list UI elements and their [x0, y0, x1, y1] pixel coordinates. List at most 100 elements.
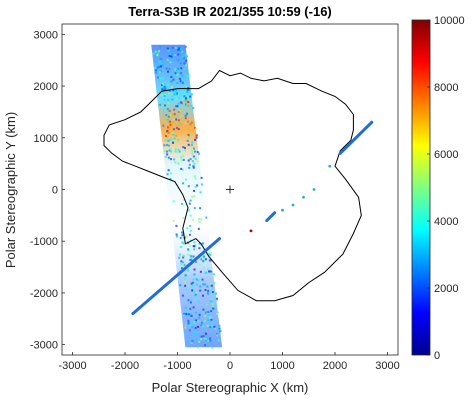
swath-pixel [167, 144, 170, 147]
swath-pixel [201, 242, 204, 245]
swath-pixel [162, 124, 165, 127]
swath-pixel [184, 274, 187, 277]
swath-pixel [204, 258, 207, 261]
swath-pixel [184, 326, 187, 329]
swath-pixel [193, 207, 196, 210]
colorbar-ticks: 0 2000 4000 6000 8000 10000 [427, 15, 465, 362]
swath-pixel [171, 46, 174, 49]
swath-pixel [186, 139, 189, 142]
swath-pixel [188, 233, 191, 236]
swath-pixel [167, 98, 170, 101]
swath-pixel [180, 115, 183, 118]
y-tick-label: -1000 [30, 236, 58, 248]
swath-pixel [184, 323, 187, 326]
swath-pixel [179, 49, 182, 52]
swath-pixel [164, 104, 166, 107]
swath-pixel [202, 335, 205, 338]
swath-pixel [191, 340, 194, 343]
swath-pixel [182, 146, 185, 149]
swath-pixel [191, 195, 194, 198]
swath-pixel [166, 47, 169, 50]
swath-pixel [198, 263, 201, 266]
swath-pixel [159, 57, 162, 60]
swath-pixel [187, 209, 190, 212]
swath-pixel [189, 214, 192, 217]
y-tick-label: -3000 [30, 340, 58, 352]
swath-pixel [165, 67, 168, 70]
swath-pixel [198, 313, 201, 316]
swath-pixel [193, 248, 196, 251]
swath-pixel [204, 289, 207, 291]
swath-pixel [169, 178, 172, 181]
swath-pixel [200, 176, 203, 179]
swath-pixel [173, 128, 175, 131]
swath-pixel [184, 106, 187, 108]
swath-pixel [169, 147, 172, 150]
swath-pixel [205, 216, 208, 219]
swath-pixel [181, 234, 184, 237]
y-axis: -3000 -2000 -1000 0 1000 2000 3000 [30, 29, 65, 352]
swath-pixel [178, 150, 181, 153]
chart-title: Terra-S3B IR 2021/355 10:59 (-16) [128, 4, 332, 19]
swath-pixel [195, 127, 197, 130]
swath-pixel [217, 311, 220, 314]
swath-pixel [172, 141, 174, 144]
swath-pixel [176, 89, 179, 92]
swath-pixel [199, 285, 202, 288]
swath-pixel [170, 55, 173, 58]
swath-pixel [187, 313, 190, 316]
swath-pixel [208, 313, 210, 316]
swath-pixel [192, 281, 195, 284]
swath-pixel [181, 231, 183, 234]
swath-pixel [177, 102, 180, 105]
swath-pixel [166, 173, 169, 176]
swath-pixel [190, 256, 193, 259]
swath-pixel [155, 69, 158, 72]
y-tick-label: 2000 [34, 81, 58, 93]
swath-pixel [198, 247, 201, 250]
swath-pixel [159, 71, 162, 73]
swath-pixel [211, 324, 214, 327]
x-tick-label: -1000 [163, 360, 191, 372]
swath-pixel [193, 147, 195, 150]
swath-pixel [158, 50, 161, 53]
calipso-point [249, 229, 253, 233]
swath-pixel [196, 151, 199, 153]
swath-pixel [190, 298, 193, 301]
swath-pixel [203, 319, 206, 322]
swath-pixel [187, 143, 190, 146]
swath-pixel [166, 58, 169, 61]
swath-pixel [159, 77, 162, 80]
swath-pixel [187, 87, 190, 89]
swath-pixel [188, 283, 191, 286]
swath-pixel [192, 306, 195, 309]
swath-pixel [174, 46, 177, 49]
swath-pixel [167, 115, 170, 118]
swath-pixel [155, 64, 158, 67]
swath-pixel [198, 218, 201, 221]
swath-pixel [180, 50, 183, 53]
data-layer [103, 44, 374, 350]
swath-pixel [164, 80, 167, 83]
swath-pixel [184, 284, 187, 287]
swath-pixel [210, 300, 213, 303]
swath-pixel [164, 139, 167, 142]
swath-pixel [187, 73, 190, 76]
swath-pixel [185, 64, 187, 67]
swath-pixel [166, 84, 169, 86]
swath-pixel [207, 292, 209, 295]
swath-pixel [166, 130, 169, 133]
swath-pixel [209, 270, 212, 273]
swath-pixel [202, 294, 204, 297]
swath-pixel [184, 99, 187, 102]
swath-pixel [210, 298, 213, 301]
swath-pixel [187, 120, 189, 123]
swath-pixel [202, 308, 205, 311]
swath-pixel [176, 235, 178, 238]
swath-pixel [168, 92, 171, 95]
swath-pixel [187, 89, 190, 91]
swath-pixel [186, 227, 189, 230]
swath-pixel [210, 284, 213, 287]
swath-pixel [167, 169, 170, 172]
swath-pixel [191, 152, 194, 155]
